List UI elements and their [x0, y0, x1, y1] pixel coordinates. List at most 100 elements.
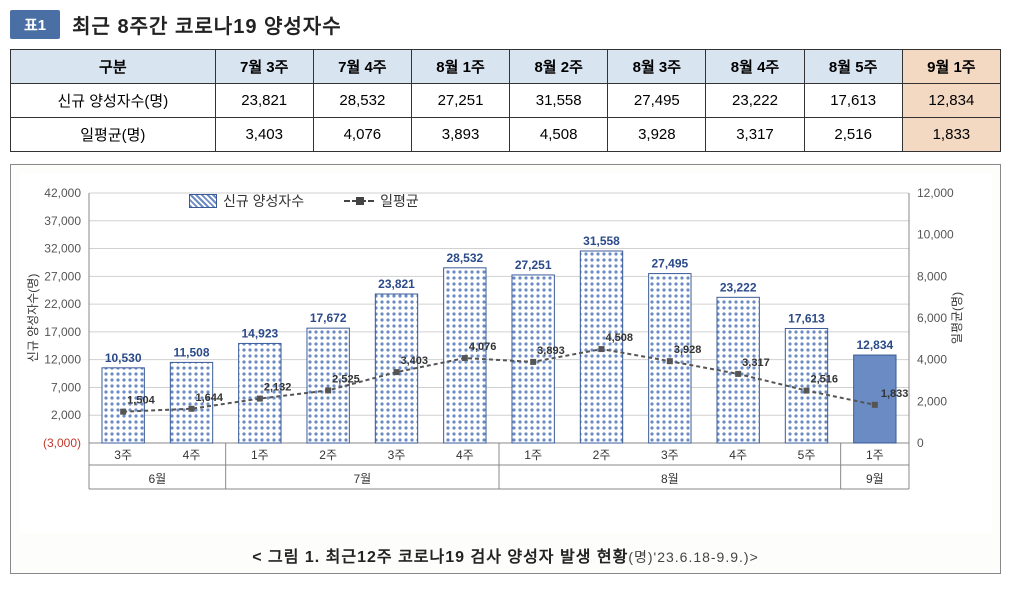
chart-title-sub: (명)'23.6.18-9.9.)> — [628, 549, 758, 565]
svg-text:3주: 3주 — [114, 448, 132, 462]
table-cell: 1,833 — [902, 118, 1000, 152]
table-cell: 12,834 — [902, 84, 1000, 118]
svg-text:4주: 4주 — [729, 448, 747, 462]
svg-text:2,525: 2,525 — [332, 373, 360, 385]
svg-text:27,000: 27,000 — [44, 269, 81, 283]
svg-text:3,928: 3,928 — [674, 344, 702, 356]
legend-bar: 신규 양성자수 — [189, 191, 304, 211]
chart-legend: 신규 양성자수 일평균 — [189, 191, 419, 211]
svg-text:37,000: 37,000 — [44, 214, 81, 228]
svg-text:3주: 3주 — [661, 448, 679, 462]
svg-text:신규 양성자수(명): 신규 양성자수(명) — [26, 274, 40, 363]
chart-svg: (3,000) 2,000 7,000 12,000 17,000 22,000 27,00… — [19, 173, 979, 503]
svg-text:1,644: 1,644 — [196, 392, 224, 404]
svg-text:4,076: 4,076 — [469, 341, 497, 353]
svg-text:11,508: 11,508 — [173, 345, 209, 359]
svg-text:10,000: 10,000 — [917, 228, 954, 242]
svg-text:12,000: 12,000 — [917, 186, 954, 200]
table-cell: 28,532 — [313, 84, 411, 118]
svg-text:23,222: 23,222 — [720, 280, 757, 294]
svg-text:1,833: 1,833 — [881, 388, 909, 400]
svg-text:3,893: 3,893 — [537, 345, 565, 357]
svg-text:1,504: 1,504 — [127, 395, 155, 407]
svg-text:12,000: 12,000 — [44, 353, 81, 367]
table-cell: 31,558 — [510, 84, 608, 118]
svg-text:2주: 2주 — [319, 448, 337, 462]
table-header-cell: 8월 2주 — [510, 50, 608, 84]
chart-container: 신규 양성자수 일평균 (3,000) 2,000 7,000 12,000 17,00… — [10, 164, 1001, 574]
svg-text:23,821: 23,821 — [378, 277, 415, 291]
svg-text:32,000: 32,000 — [44, 242, 81, 256]
svg-text:1주: 1주 — [251, 448, 269, 462]
table-cell: 3,928 — [608, 118, 706, 152]
table-cell: 2,516 — [804, 118, 902, 152]
legend-bar-label: 신규 양성자수 — [223, 191, 304, 211]
svg-text:2,000: 2,000 — [917, 394, 947, 408]
svg-text:2,516: 2,516 — [811, 374, 839, 386]
svg-text:10,530: 10,530 — [105, 351, 142, 365]
table-cell: 27,495 — [608, 84, 706, 118]
chart-title: < 그림 1. 최근12주 코로나19 검사 양성자 발생 현황(명)'23.6… — [19, 539, 992, 569]
table-rowhead: 신규 양성자수(명) — [11, 84, 216, 118]
svg-text:4,508: 4,508 — [606, 332, 634, 344]
svg-text:1주: 1주 — [866, 448, 884, 462]
legend-bar-swatch — [189, 194, 217, 208]
svg-text:1주: 1주 — [524, 448, 542, 462]
svg-text:28,532: 28,532 — [446, 251, 483, 265]
table-rowhead: 일평균(명) — [11, 118, 216, 152]
svg-text:4,000: 4,000 — [917, 353, 947, 367]
table-cell: 3,403 — [215, 118, 313, 152]
svg-text:27,495: 27,495 — [651, 257, 688, 271]
svg-text:6월: 6월 — [148, 472, 166, 486]
svg-text:3,317: 3,317 — [742, 357, 770, 369]
table-header-cell: 구분 — [11, 50, 216, 84]
svg-text:31,558: 31,558 — [583, 234, 620, 248]
svg-text:7,000: 7,000 — [51, 380, 81, 394]
chart-area: 신규 양성자수 일평균 (3,000) 2,000 7,000 12,000 17,00… — [19, 173, 992, 533]
table-header-cell: 8월 4주 — [706, 50, 804, 84]
table-header-cell: 8월 1주 — [411, 50, 509, 84]
svg-text:8,000: 8,000 — [917, 269, 947, 283]
svg-text:0: 0 — [917, 436, 924, 450]
svg-text:(3,000): (3,000) — [43, 436, 81, 450]
table-header-cell: 8월 3주 — [608, 50, 706, 84]
svg-text:일평균(명): 일평균(명) — [950, 292, 964, 344]
table-cell: 3,893 — [411, 118, 509, 152]
table-header-cell: 9월 1주 — [902, 50, 1000, 84]
svg-text:7월: 7월 — [353, 472, 371, 486]
table-cell: 23,222 — [706, 84, 804, 118]
svg-text:22,000: 22,000 — [44, 297, 81, 311]
svg-text:3,403: 3,403 — [401, 355, 429, 367]
legend-line-label: 일평균 — [380, 191, 419, 211]
table-cell: 4,076 — [313, 118, 411, 152]
table-cell: 27,251 — [411, 84, 509, 118]
table-badge: 표1 — [10, 10, 60, 39]
svg-text:8월: 8월 — [661, 472, 679, 486]
table-header-cell: 8월 5주 — [804, 50, 902, 84]
legend-line-swatch — [344, 194, 374, 208]
page-title: 최근 8주간 코로나19 양성자수 — [72, 10, 341, 39]
svg-text:9월: 9월 — [866, 472, 884, 486]
data-table: 구분7월 3주7월 4주8월 1주8월 2주8월 3주8월 4주8월 5주9월 … — [10, 49, 1001, 152]
svg-text:17,672: 17,672 — [310, 311, 347, 325]
table-cell: 3,317 — [706, 118, 804, 152]
header: 표1 최근 8주간 코로나19 양성자수 — [10, 10, 1001, 39]
svg-text:2,000: 2,000 — [51, 408, 81, 422]
table-cell: 4,508 — [510, 118, 608, 152]
table-cell: 23,821 — [215, 84, 313, 118]
table-cell: 17,613 — [804, 84, 902, 118]
svg-text:12,834: 12,834 — [856, 338, 893, 352]
svg-text:27,251: 27,251 — [515, 258, 552, 272]
svg-text:2주: 2주 — [593, 448, 611, 462]
svg-text:5주: 5주 — [798, 448, 816, 462]
svg-text:14,923: 14,923 — [241, 326, 278, 340]
svg-text:3주: 3주 — [388, 448, 406, 462]
table-header-cell: 7월 4주 — [313, 50, 411, 84]
table-header-cell: 7월 3주 — [215, 50, 313, 84]
svg-text:2,132: 2,132 — [264, 382, 292, 394]
table-row: 일평균(명)3,4034,0763,8934,5083,9283,3172,51… — [11, 118, 1001, 152]
svg-text:4주: 4주 — [456, 448, 474, 462]
svg-text:17,613: 17,613 — [788, 311, 825, 325]
svg-text:17,000: 17,000 — [44, 325, 81, 339]
chart-title-main: < 그림 1. 최근12주 코로나19 검사 양성자 발생 현황 — [252, 549, 628, 566]
